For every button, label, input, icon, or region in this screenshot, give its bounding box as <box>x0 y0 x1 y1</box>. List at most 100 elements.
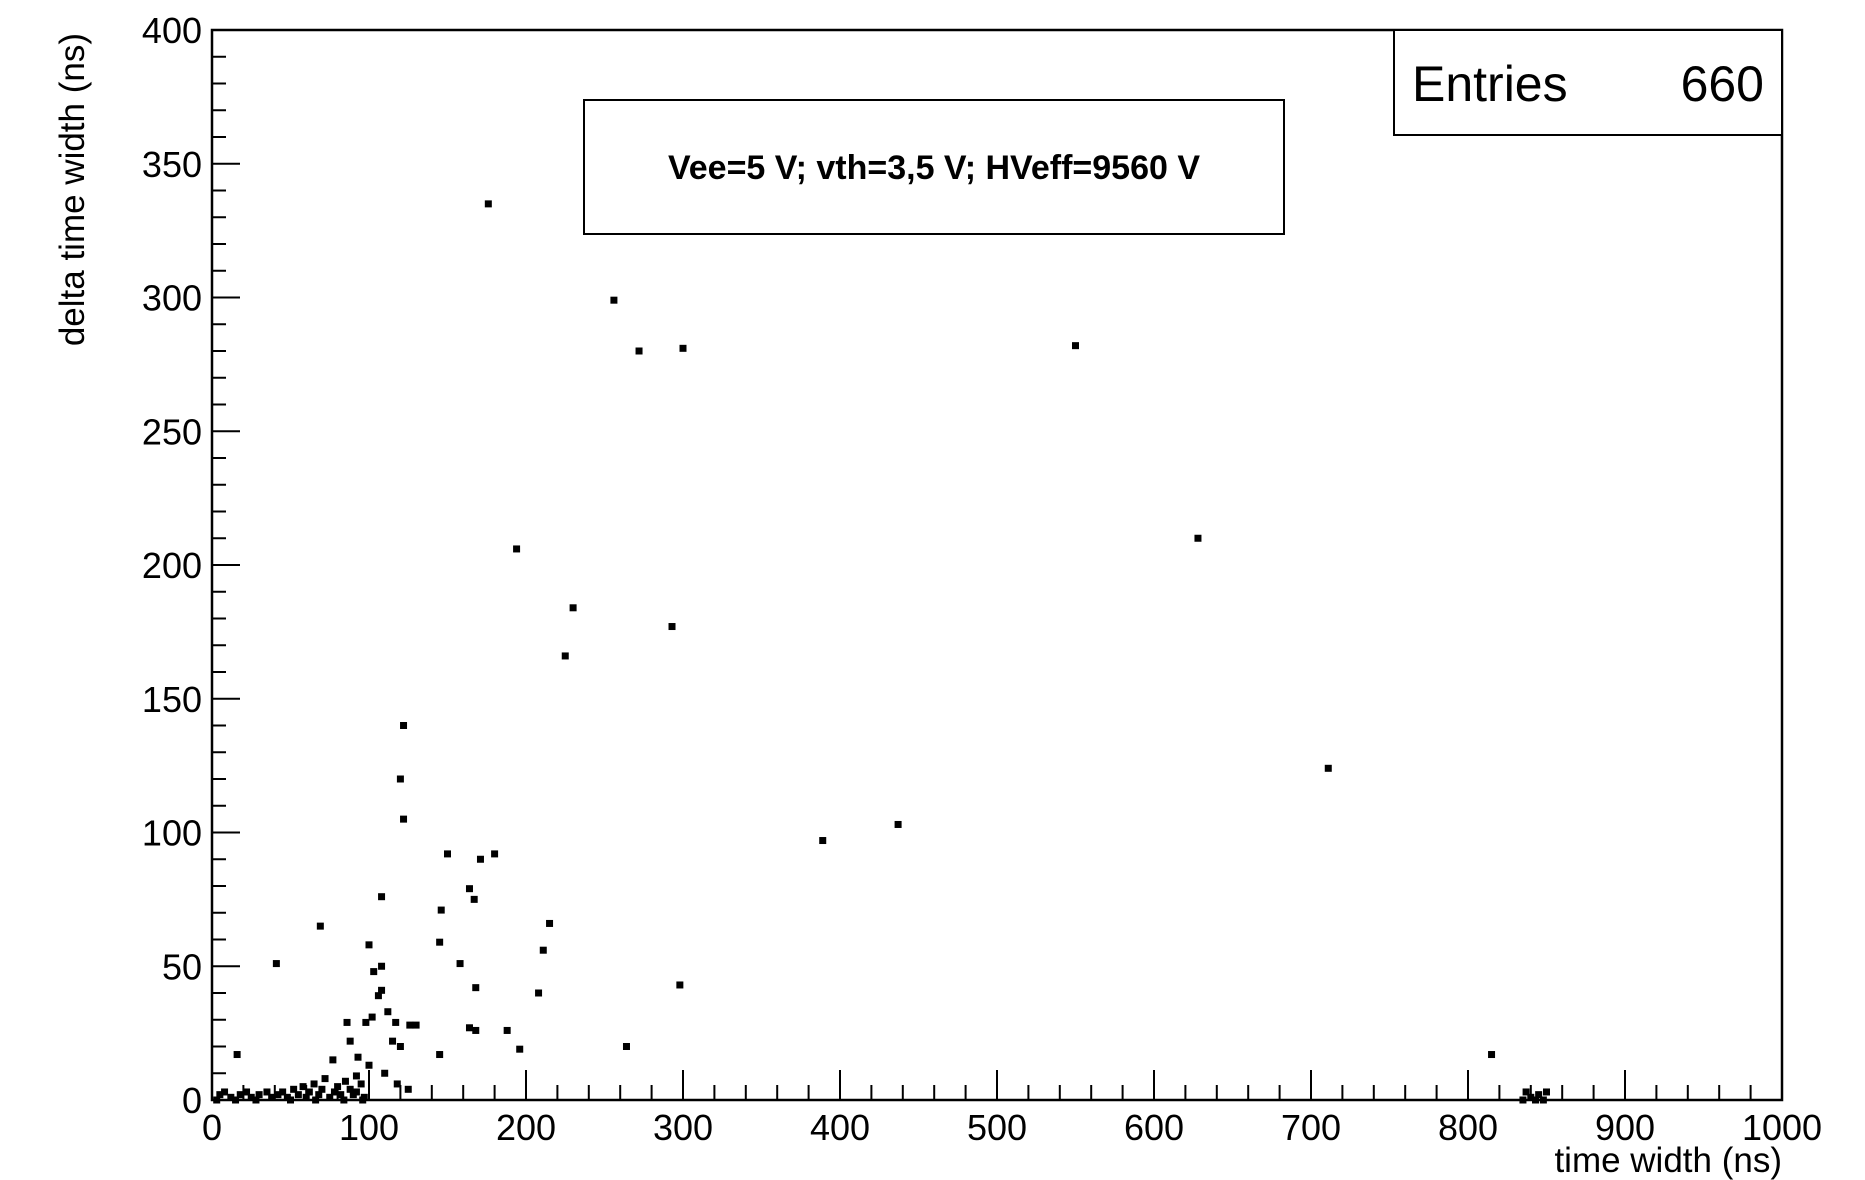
stats-entries-label: Entries <box>1412 56 1568 112</box>
x-tick-label: 100 <box>339 1107 399 1148</box>
stats-entries-value: 660 <box>1681 56 1764 112</box>
data-point <box>503 1026 511 1034</box>
data-point <box>378 893 386 901</box>
data-point <box>354 1053 362 1061</box>
x-tick-label: 0 <box>202 1107 222 1148</box>
data-point <box>302 1093 310 1101</box>
y-axis-ticks <box>212 29 240 1101</box>
data-point <box>465 1024 473 1032</box>
data-point <box>513 545 521 553</box>
data-point <box>227 1093 235 1101</box>
annotation-box: Vee=5 V; vth=3,5 V; HVeff=9560 V <box>583 99 1285 235</box>
data-point <box>1072 342 1079 350</box>
x-tick-label: 700 <box>1281 1107 1341 1148</box>
data-point <box>635 347 643 355</box>
x-tick-label: 500 <box>967 1107 1027 1148</box>
data-point <box>1535 1091 1543 1099</box>
data-point <box>1324 764 1332 772</box>
x-tick-label: 600 <box>1124 1107 1184 1148</box>
data-point <box>341 1077 349 1085</box>
data-point <box>389 1037 397 1045</box>
data-point <box>357 1080 365 1088</box>
data-point <box>352 1072 360 1080</box>
data-point <box>456 960 464 968</box>
data-point <box>569 604 577 612</box>
data-point <box>535 989 543 997</box>
data-point <box>329 1056 337 1064</box>
data-point <box>337 1091 345 1099</box>
data-point <box>370 968 378 976</box>
y-tick-label: 350 <box>142 144 202 185</box>
data-point <box>365 941 373 949</box>
y-tick-label: 400 <box>142 10 202 51</box>
data-point <box>378 986 386 994</box>
stats-box: Entries 660 <box>1393 29 1783 136</box>
data-point <box>436 938 444 946</box>
x-axis-title: time width (ns) <box>1554 1141 1782 1180</box>
data-point <box>290 1085 298 1093</box>
data-point <box>221 1088 229 1096</box>
data-point <box>216 1091 224 1099</box>
data-point <box>679 344 687 352</box>
data-point <box>268 1093 276 1101</box>
data-point <box>465 885 473 893</box>
data-point <box>476 855 484 863</box>
data-point <box>406 1021 414 1029</box>
data-point <box>384 1008 392 1016</box>
annotation-text: Vee=5 V; vth=3,5 V; HVeff=9560 V <box>668 149 1200 187</box>
annotation-frame <box>583 99 1285 235</box>
data-point <box>472 1026 480 1034</box>
y-axis-title: delta time width (ns) <box>53 33 92 346</box>
data-point <box>561 652 569 660</box>
data-point <box>233 1051 241 1059</box>
data-point <box>1522 1088 1530 1096</box>
data-point <box>310 1080 318 1088</box>
data-point <box>274 1091 282 1099</box>
data-point <box>352 1088 360 1096</box>
data-point <box>247 1093 255 1101</box>
plot-frame <box>210 28 1784 1102</box>
data-point <box>668 623 676 631</box>
x-tick-label: 900 <box>1595 1107 1655 1148</box>
y-axis-tick-labels: 0 50 100 150 200 250 300 350 400 <box>142 10 202 1121</box>
x-tick-label: 300 <box>653 1107 713 1148</box>
data-point <box>412 1021 420 1029</box>
data-point <box>1194 534 1202 542</box>
data-point <box>491 850 499 858</box>
y-tick-label: 50 <box>162 946 202 987</box>
data-point <box>326 1093 334 1101</box>
data-point <box>610 296 618 304</box>
data-point <box>1543 1088 1550 1096</box>
y-tick-label: 150 <box>142 679 202 720</box>
data-point <box>622 1043 630 1050</box>
data-point <box>272 960 280 968</box>
y-tick-label: 200 <box>142 545 202 586</box>
data-point <box>346 1085 354 1093</box>
data-point <box>396 1043 404 1050</box>
data-point <box>472 984 480 992</box>
data-point <box>1527 1093 1535 1101</box>
data-point <box>470 895 478 903</box>
y-tick-label: 100 <box>142 813 202 854</box>
data-point <box>444 850 451 858</box>
data-point <box>279 1088 287 1096</box>
data-point <box>546 919 554 927</box>
data-point <box>539 946 547 954</box>
data-point <box>676 981 684 989</box>
x-tick-label: 1000 <box>1742 1107 1822 1148</box>
x-tick-label: 800 <box>1438 1107 1498 1148</box>
data-point <box>334 1083 342 1091</box>
x-tick-label: 400 <box>810 1107 870 1148</box>
data-point <box>381 1069 389 1077</box>
data-point <box>404 1085 412 1093</box>
data-point <box>392 1018 400 1026</box>
y-tick-label: 0 <box>182 1080 202 1121</box>
data-point <box>484 200 492 208</box>
x-axis-tick-labels: 0 100 200 300 400 500 600 700 800 900 1000 <box>202 1107 1822 1148</box>
data-point <box>400 722 408 729</box>
data-point <box>294 1091 302 1099</box>
data-point <box>318 1085 326 1093</box>
data-point <box>346 1037 354 1045</box>
data-point <box>819 837 827 845</box>
data-point <box>400 815 408 823</box>
